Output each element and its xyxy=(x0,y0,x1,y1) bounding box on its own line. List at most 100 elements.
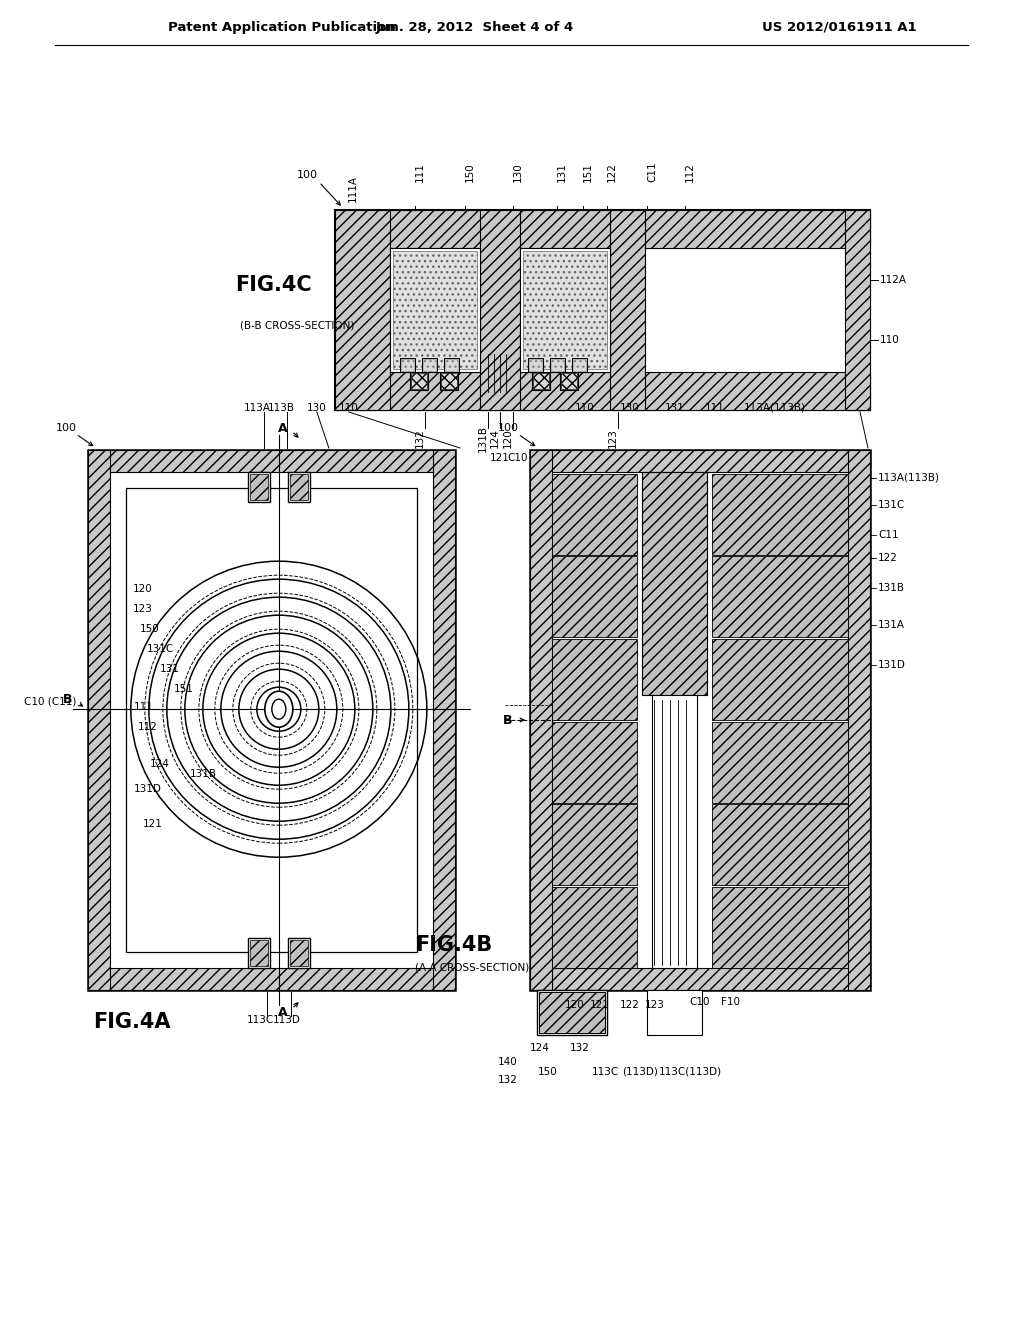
Text: 140: 140 xyxy=(498,1057,518,1067)
Text: C10: C10 xyxy=(508,453,528,463)
Bar xyxy=(530,450,552,990)
Text: 120: 120 xyxy=(133,585,153,594)
Text: 151: 151 xyxy=(174,684,194,694)
Text: 123: 123 xyxy=(645,1001,665,1010)
Text: 111: 111 xyxy=(134,702,154,713)
Text: 132: 132 xyxy=(570,1043,590,1053)
Bar xyxy=(480,210,520,411)
Bar xyxy=(552,804,637,886)
Text: C11: C11 xyxy=(878,531,899,540)
Text: 124: 124 xyxy=(151,759,170,770)
Bar xyxy=(647,990,702,1035)
Text: 131D: 131D xyxy=(134,784,162,795)
Text: 111: 111 xyxy=(706,403,725,413)
Text: 100: 100 xyxy=(297,170,317,180)
Text: 150: 150 xyxy=(140,624,160,634)
Bar xyxy=(573,359,586,371)
Bar xyxy=(848,450,870,990)
Bar xyxy=(550,358,565,372)
Bar xyxy=(520,248,610,372)
Bar xyxy=(712,722,848,803)
Bar xyxy=(652,696,697,968)
Bar xyxy=(444,358,459,372)
Text: C10 (C11): C10 (C11) xyxy=(24,696,76,706)
Text: 110: 110 xyxy=(880,335,900,345)
Text: 122: 122 xyxy=(878,553,898,564)
Bar xyxy=(712,639,848,719)
Bar xyxy=(390,248,480,372)
Bar xyxy=(401,359,414,371)
Bar xyxy=(88,968,455,990)
Bar xyxy=(529,359,542,371)
Text: 112: 112 xyxy=(685,162,695,182)
Text: 132: 132 xyxy=(415,428,425,447)
Bar xyxy=(845,210,870,411)
Text: 113A(113B): 113A(113B) xyxy=(744,403,806,413)
Bar xyxy=(530,450,870,990)
Text: 121: 121 xyxy=(143,820,163,829)
Text: 151: 151 xyxy=(583,162,593,182)
Bar xyxy=(551,359,564,371)
Bar xyxy=(335,210,870,411)
Text: 110: 110 xyxy=(339,403,358,413)
Bar xyxy=(537,990,607,1035)
Bar xyxy=(288,473,310,502)
Text: 130: 130 xyxy=(307,403,327,413)
Text: 131B: 131B xyxy=(878,583,905,593)
Text: 113C: 113C xyxy=(247,1015,274,1026)
Text: 110: 110 xyxy=(575,403,595,413)
Text: 113A(113B): 113A(113B) xyxy=(878,473,940,483)
Text: A: A xyxy=(279,421,288,434)
Text: FIG.4B: FIG.4B xyxy=(415,935,493,954)
Text: (A-A CROSS-SECTION): (A-A CROSS-SECTION) xyxy=(415,964,529,973)
Bar xyxy=(610,210,645,411)
Text: 124: 124 xyxy=(530,1043,550,1053)
Bar xyxy=(335,210,390,411)
Bar xyxy=(530,450,870,473)
Bar xyxy=(411,374,427,389)
Text: US 2012/0161911 A1: US 2012/0161911 A1 xyxy=(762,21,916,33)
Bar xyxy=(712,804,848,886)
Bar xyxy=(250,940,268,966)
Text: C10: C10 xyxy=(690,997,711,1007)
Text: 131: 131 xyxy=(557,162,567,182)
Bar xyxy=(561,374,577,389)
Text: 131D: 131D xyxy=(878,660,906,671)
Ellipse shape xyxy=(271,700,286,719)
Text: (113D): (113D) xyxy=(622,1067,658,1077)
Bar xyxy=(552,887,637,968)
Bar xyxy=(422,358,437,372)
Text: 130: 130 xyxy=(513,162,523,182)
Text: FIG.4C: FIG.4C xyxy=(234,275,311,294)
Bar xyxy=(126,488,417,952)
Text: 121: 121 xyxy=(490,453,510,463)
Bar xyxy=(335,210,870,248)
Text: 130: 130 xyxy=(621,403,640,413)
Bar xyxy=(441,374,457,389)
Text: C11: C11 xyxy=(647,161,657,182)
Text: 131B: 131B xyxy=(478,425,488,451)
Text: 120: 120 xyxy=(503,428,513,447)
Text: 131C: 131C xyxy=(146,644,174,655)
Bar xyxy=(534,374,549,389)
Text: 100: 100 xyxy=(498,422,518,433)
Text: 113A: 113A xyxy=(244,403,270,413)
Text: 113D: 113D xyxy=(273,1015,301,1026)
Bar xyxy=(532,372,550,389)
Bar xyxy=(528,358,543,372)
Text: 113C: 113C xyxy=(592,1067,618,1077)
Bar xyxy=(290,474,308,500)
Bar xyxy=(712,474,848,554)
Bar xyxy=(393,251,477,370)
Bar xyxy=(642,473,707,696)
Text: 131: 131 xyxy=(665,403,685,413)
Bar xyxy=(423,359,436,371)
Text: B: B xyxy=(503,714,513,726)
Text: 122: 122 xyxy=(607,162,617,182)
Bar xyxy=(410,372,428,389)
Bar xyxy=(440,372,458,389)
Bar xyxy=(290,940,308,966)
Bar xyxy=(248,939,270,968)
Bar xyxy=(88,450,455,473)
Text: A: A xyxy=(279,1006,288,1019)
